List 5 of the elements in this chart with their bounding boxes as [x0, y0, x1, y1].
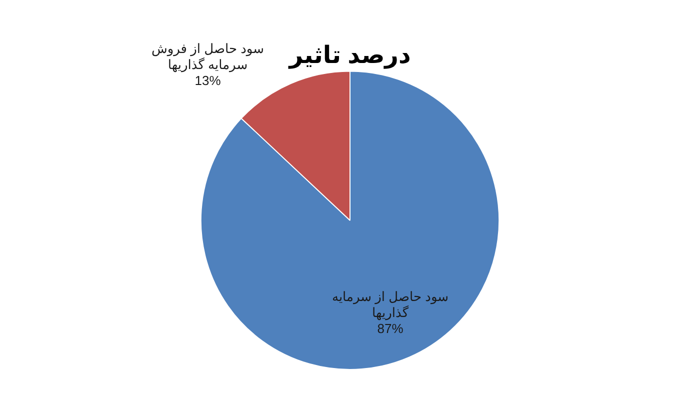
- data-label: 13%: [194, 73, 222, 88]
- data-label: 87%: [377, 321, 404, 336]
- slice-label: سود حاصل از فروش سرمایه گذاریها: [151, 41, 264, 74]
- chart-title: درصد تاثیر: [288, 42, 411, 70]
- slice-label: سود حاصل از سرمایه گذاریها: [332, 289, 449, 322]
